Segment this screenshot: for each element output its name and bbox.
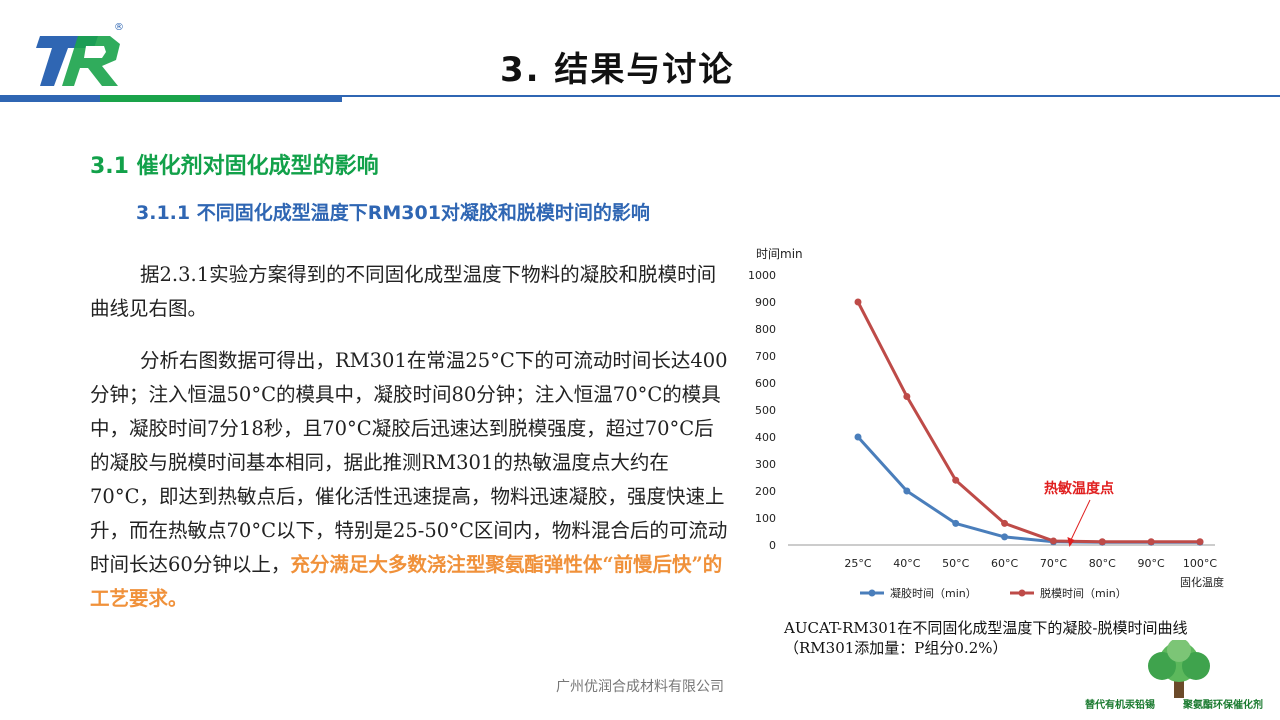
header-accent-blue-2	[200, 95, 342, 102]
legend-label-1: 凝胶时间（min）	[890, 586, 977, 600]
series-2-point	[1049, 537, 1057, 545]
annotation-arrow-head	[1067, 537, 1075, 547]
eco-tree-icon	[1148, 640, 1210, 698]
series-2-point	[1098, 538, 1106, 546]
header-divider	[0, 95, 1280, 97]
y-tick-label: 1000	[748, 269, 776, 282]
x-tick-label: 100°C	[1183, 557, 1217, 570]
x-tick-label: 80°C	[1089, 557, 1116, 570]
header-accent-blue	[0, 95, 100, 102]
y-tick-label: 0	[769, 539, 776, 552]
annotation-label: 热敏温度点	[1044, 480, 1114, 497]
section-heading: 3.1 催化剂对固化成型的影响	[90, 154, 379, 179]
series-1-point	[1001, 533, 1009, 541]
slide-title: 3. 结果与讨论	[500, 50, 735, 90]
x-tick-label: 60°C	[991, 557, 1018, 570]
y-tick-label: 600	[755, 377, 776, 390]
line-chart: 时间min 0 100 200 300 400 500 600 700 800 900 1000 25°…	[748, 247, 1224, 600]
series-line-2	[856, 301, 1200, 544]
y-tick-label: 900	[755, 296, 776, 309]
series-2-point	[854, 298, 862, 306]
paragraph-2-highlight: 充分满足大多数浇注型聚氨酯弹性体“前慢后快”的工艺要求。	[90, 553, 723, 610]
annotation-arrow-line	[1070, 499, 1091, 540]
legend-marker-1	[868, 589, 876, 597]
y-tick-label: 700	[755, 350, 776, 363]
series-1-point	[903, 487, 911, 495]
x-tick-label: 90°C	[1138, 557, 1165, 570]
y-axis-label: 时间min	[756, 247, 803, 261]
series-2-point	[1001, 519, 1009, 527]
paragraph-2-text: 分析右图数据可得出，RM301在常温25°C下的可流动时间长达400分钟；注入恒…	[90, 349, 728, 576]
y-tick-label: 300	[755, 458, 776, 471]
footer-company: 广州优润合成材料有限公司	[556, 679, 724, 695]
paragraph-2: 分析右图数据可得出，RM301在常温25°C下的可流动时间长达400分钟；注入恒…	[90, 344, 730, 616]
x-axis-label: 固化温度	[1180, 575, 1224, 589]
y-tick-label: 800	[755, 323, 776, 336]
paragraph-1: 据2.3.1实验方案得到的不同固化成型温度下物料的凝胶和脱模时间曲线见右图。	[90, 263, 717, 320]
legend-marker-2	[1018, 589, 1026, 597]
body-text: 据2.3.1实验方案得到的不同固化成型温度下物料的凝胶和脱模时间曲线见右图。 分…	[90, 258, 730, 616]
registered-mark: ®	[114, 22, 124, 33]
y-tick-label: 200	[755, 485, 776, 498]
caption-line-1: AUCAT-RM301在不同固化成型温度下的凝胶-脱模时间曲线	[784, 619, 1188, 637]
x-tick-label: 25°C	[844, 557, 871, 570]
y-tick-label: 400	[755, 431, 776, 444]
section-subheading: 3.1.1 不同固化成型温度下RM301对凝胶和脱模时间的影响	[136, 202, 650, 224]
header-accent-green	[100, 95, 200, 102]
badge-right-text: 聚氨酯环保催化剂	[1183, 700, 1263, 711]
x-tick-label: 40°C	[893, 557, 920, 570]
legend-label-2: 脱模时间（min）	[1040, 586, 1127, 600]
x-tick-label: 70°C	[1040, 557, 1067, 570]
chart-caption: AUCAT-RM301在不同固化成型温度下的凝胶-脱模时间曲线 （RM301添加…	[784, 618, 1187, 658]
x-tick-label: 50°C	[942, 557, 969, 570]
company-logo: ®	[36, 22, 124, 86]
caption-line-2: （RM301添加量：P组分0.2%）	[784, 639, 1008, 657]
series-2-point	[1196, 538, 1204, 546]
series-1-point	[952, 519, 960, 527]
series-2-point	[1147, 538, 1155, 546]
series-1-point	[854, 433, 862, 441]
series-2-point	[952, 476, 960, 484]
badge-left-text: 替代有机汞铅锡	[1085, 700, 1155, 711]
series-2-point	[903, 393, 911, 400]
y-tick-label: 500	[755, 404, 776, 417]
y-tick-label: 100	[755, 512, 776, 525]
